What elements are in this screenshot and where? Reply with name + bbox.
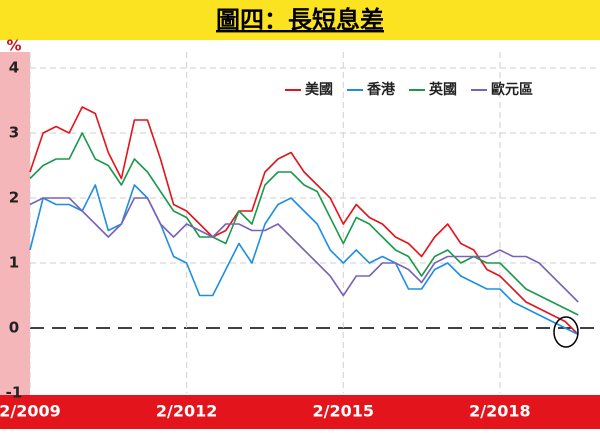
y-axis-label: %: [6, 37, 21, 55]
highlight-circle: [553, 316, 579, 348]
x-tick-label: 2/2009: [0, 402, 61, 421]
legend: 美國 香港 英國 歐元區: [285, 81, 533, 98]
y-tick-label: -1: [6, 384, 23, 402]
legend-label: 香港: [366, 81, 396, 98]
y-tick-label: 2: [9, 189, 19, 207]
chart-title: 圖四：長短息差: [216, 6, 384, 34]
x-axis-band: [0, 395, 600, 429]
y-axis-band: [0, 52, 30, 395]
legend-label: 英國: [428, 81, 457, 98]
x-tick-label: 2/2018: [469, 402, 531, 421]
series-line: [29, 132, 579, 316]
series-line: [29, 197, 579, 303]
y-tick-label: 1: [9, 254, 19, 272]
title-bar: [0, 0, 600, 40]
y-tick-label: 4: [9, 59, 19, 77]
grid: [29, 52, 600, 393]
legend-label: 美國: [305, 81, 333, 98]
lines: [29, 106, 579, 336]
x-tick-label: 2/2012: [156, 402, 218, 421]
series-line: [29, 106, 579, 336]
legend-label: 歐元區: [491, 81, 533, 98]
x-tick-label: 2/2015: [313, 402, 375, 421]
y-tick-label: 0: [9, 319, 19, 337]
y-tick-label: 3: [9, 124, 19, 142]
